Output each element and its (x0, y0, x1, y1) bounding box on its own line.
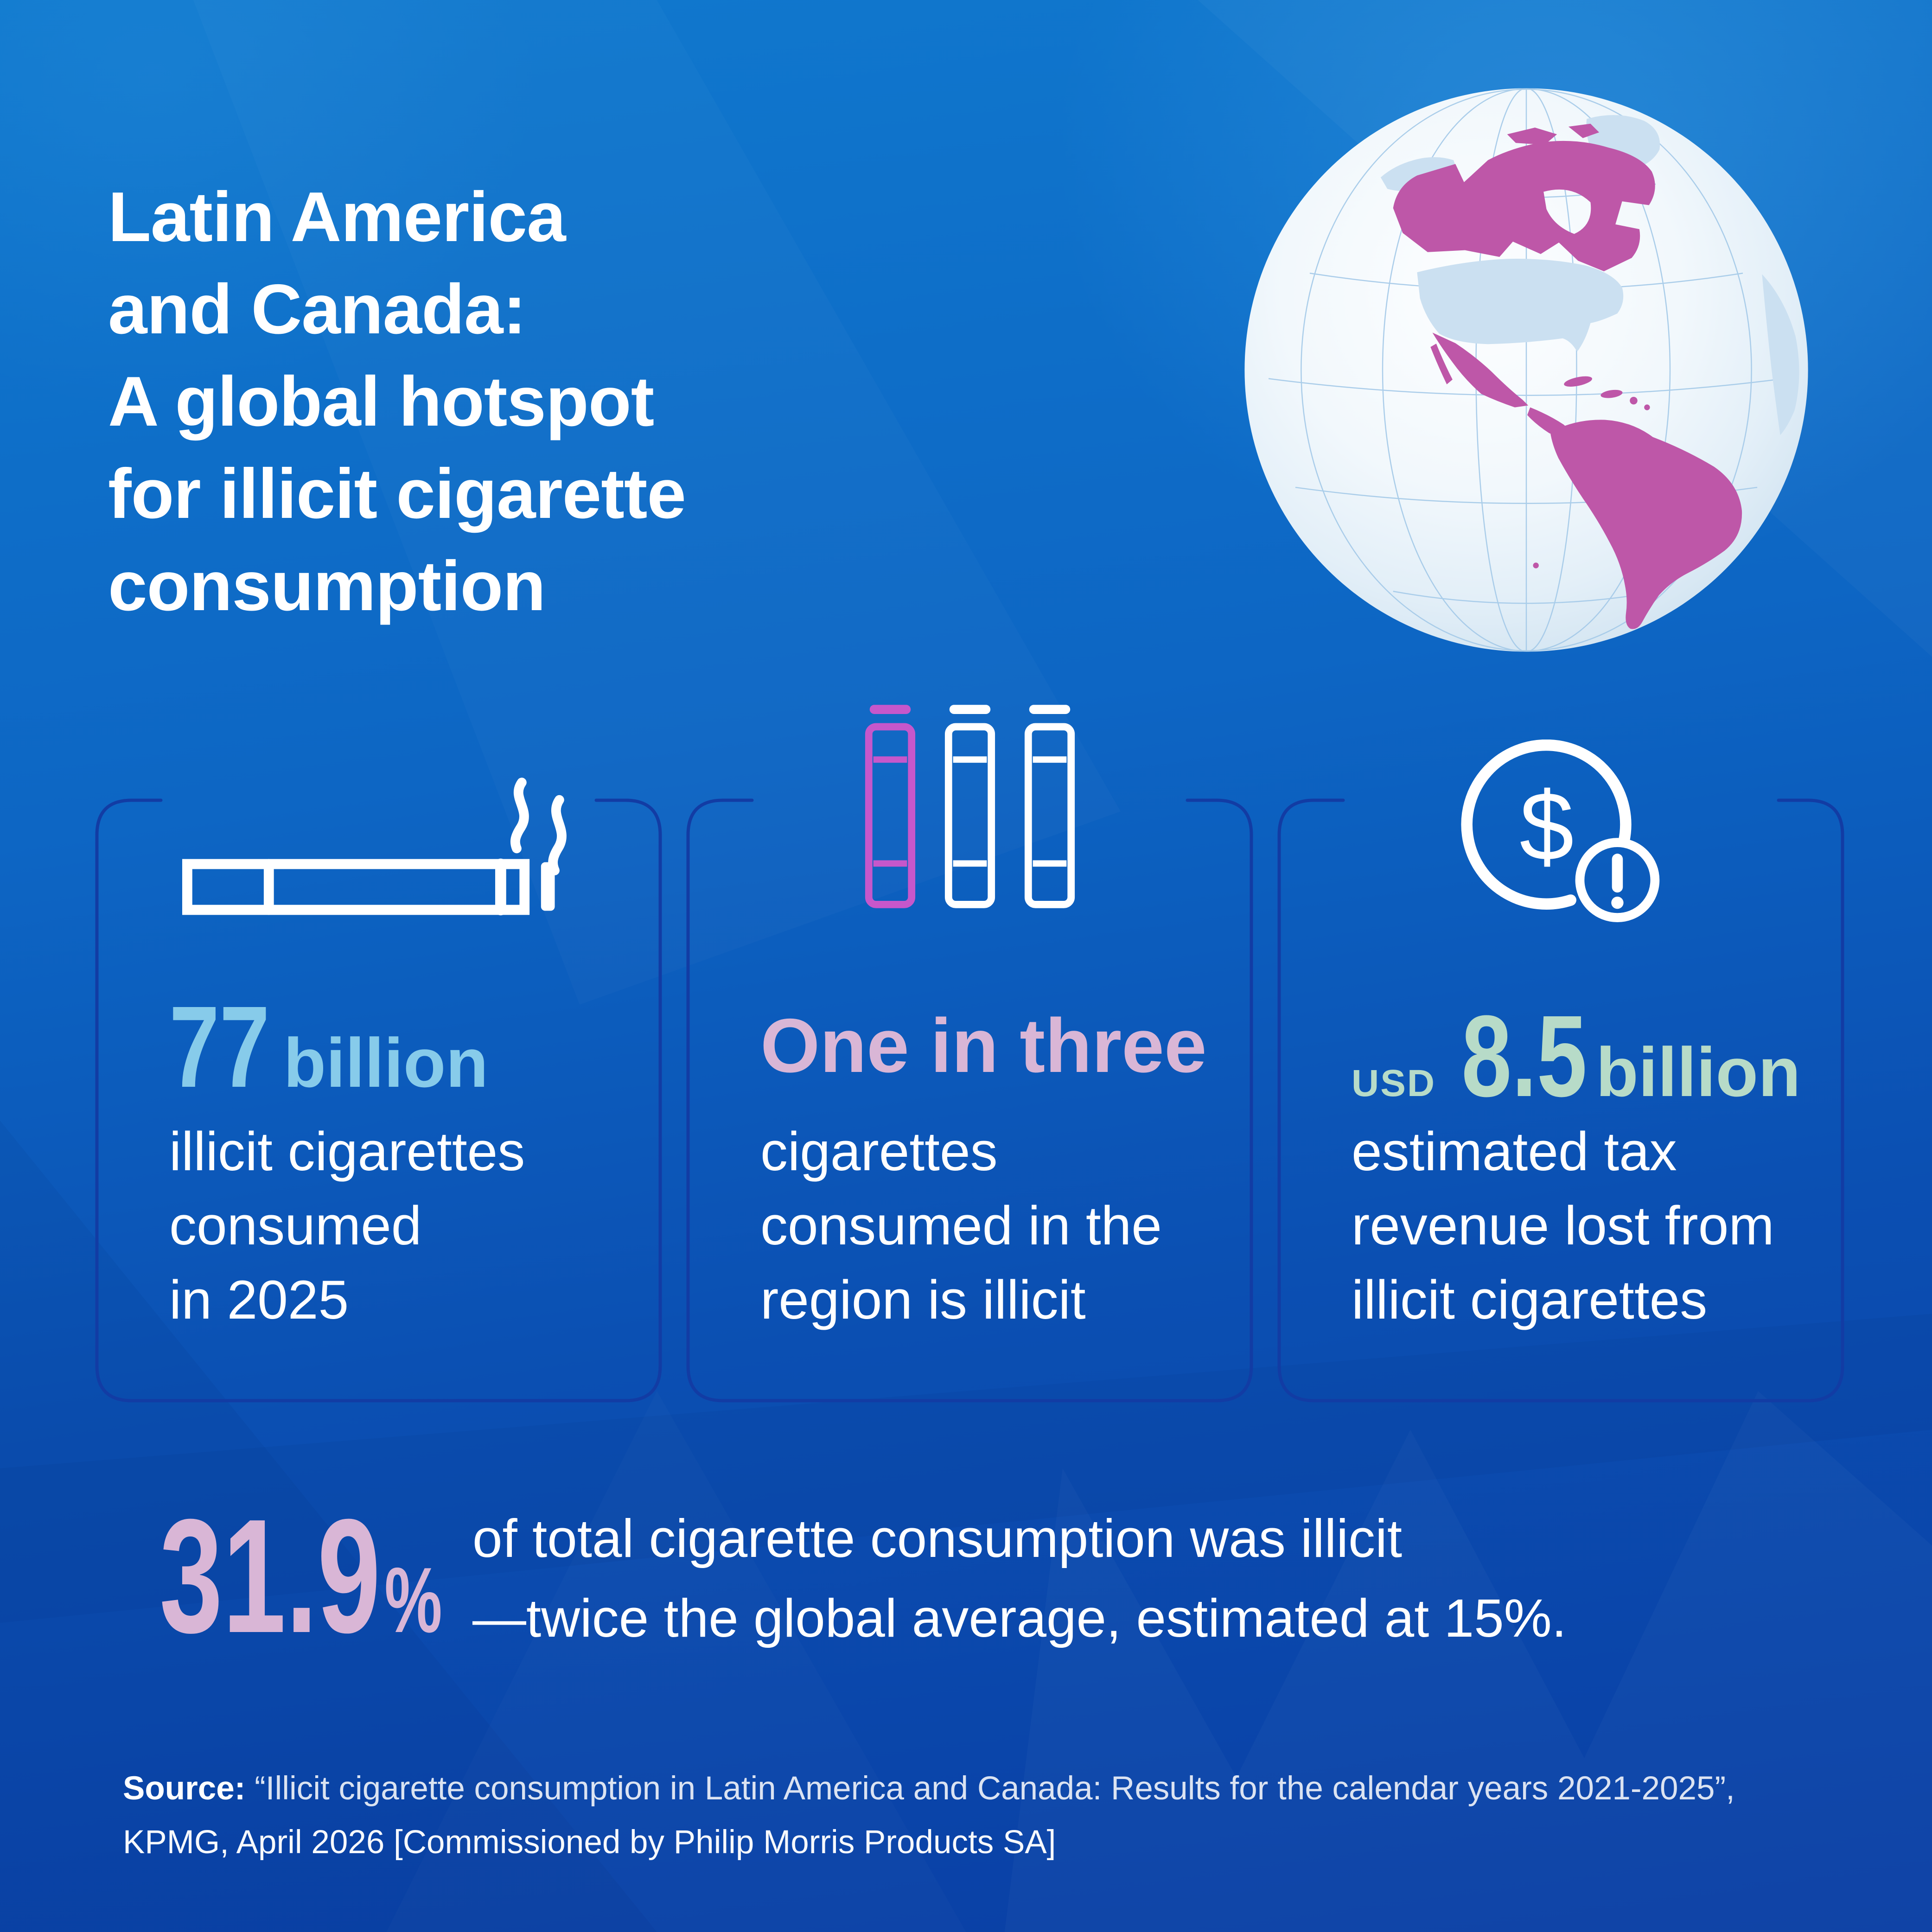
percent-value: 31.9 (159, 1486, 381, 1667)
page-title: Latin America and Canada: A global hotsp… (108, 178, 686, 625)
source-reference: “Illicit cigarette consumption in Latin … (255, 1770, 1735, 1807)
card-border (1277, 798, 1844, 1403)
card-border (686, 798, 1253, 1403)
americas-globe-icon (1239, 83, 1814, 657)
stat-card-tax-loss: $ USD 8.5 billion estimated tax revenue l… (1277, 739, 1844, 1403)
stat-value: 8.5 (1461, 991, 1588, 1121)
source-line2: KPMG, April 2026 [Commissioned by Philip… (123, 1824, 1056, 1861)
card-border (95, 798, 662, 1403)
exclamation-dot (1611, 896, 1624, 909)
dollar-sign: $ (1519, 772, 1574, 881)
cigarette-icon (182, 770, 576, 923)
source-note: Source: “Illicit cigarette consumption i… (123, 1762, 1735, 1869)
percent-highlight: 31.9% (159, 1495, 442, 1658)
smoke-wisp (548, 795, 567, 875)
cigarette-sticks-icon (863, 704, 1077, 909)
region-canada (1393, 140, 1655, 272)
stat-card-illicit-volume: 77 billion illicit cigarettes consumed i… (95, 778, 662, 1403)
stat-value: 77 (169, 982, 270, 1111)
region-caribbean (1564, 376, 1592, 387)
stat-line: One in three (760, 1007, 1235, 1084)
globe-highlighted-regions (1393, 123, 1742, 629)
cigarette-tip (541, 862, 555, 911)
stat-unit: billion (283, 1024, 489, 1102)
cigarette-stick (944, 705, 995, 908)
region-caribbean (1600, 389, 1623, 398)
stat-currency: USD (1352, 1062, 1436, 1104)
percent-description-line2: —twice the global average, estimated at … (472, 1588, 1567, 1648)
cigarette-stick (1024, 705, 1075, 908)
region-africa-sliver (1762, 274, 1799, 435)
smoke-wisp (510, 778, 529, 854)
region-arctic-islands (1568, 123, 1600, 138)
card-description: illicit cigarettes consumed in 2025 (169, 1121, 525, 1331)
percent-sign: % (384, 1549, 442, 1652)
cigarette-stick-highlighted (865, 705, 915, 908)
region-mexico (1432, 332, 1529, 408)
stat-unit: billion (1596, 1033, 1801, 1111)
globe-land-other (1380, 115, 1799, 435)
region-south-america (1550, 420, 1742, 629)
card-description: cigarettes consumed in the region is ill… (760, 1121, 1162, 1331)
region-galapagos (1533, 562, 1539, 568)
region-usa (1417, 259, 1624, 352)
card-description: estimated tax revenue lost from illicit … (1352, 1121, 1774, 1331)
percent-description: of total cigarette consumption was illic… (472, 1498, 1567, 1658)
region-arctic-islands (1507, 128, 1557, 145)
region-baja (1430, 344, 1453, 384)
stat-line: USD 8.5 billion (1352, 998, 1826, 1114)
dollar-alert-icon: $ (1457, 739, 1665, 929)
stat-value: One in three (760, 1003, 1207, 1088)
region-caribbean (1630, 396, 1638, 405)
stat-card-one-in-three: One in three cigarettes consumed in the … (686, 705, 1253, 1403)
source-line1: Source: “Illicit cigarette consumption i… (123, 1762, 1735, 1816)
alert-circle (1575, 838, 1659, 922)
region-caribbean (1644, 404, 1650, 410)
stat-cards: 77 billion illicit cigarettes consumed i… (95, 705, 1844, 1403)
source-label: Source: (123, 1770, 246, 1807)
stat-line: 77 billion (169, 989, 644, 1105)
percent-description-line1: of total cigarette consumption was illic… (472, 1508, 1403, 1569)
